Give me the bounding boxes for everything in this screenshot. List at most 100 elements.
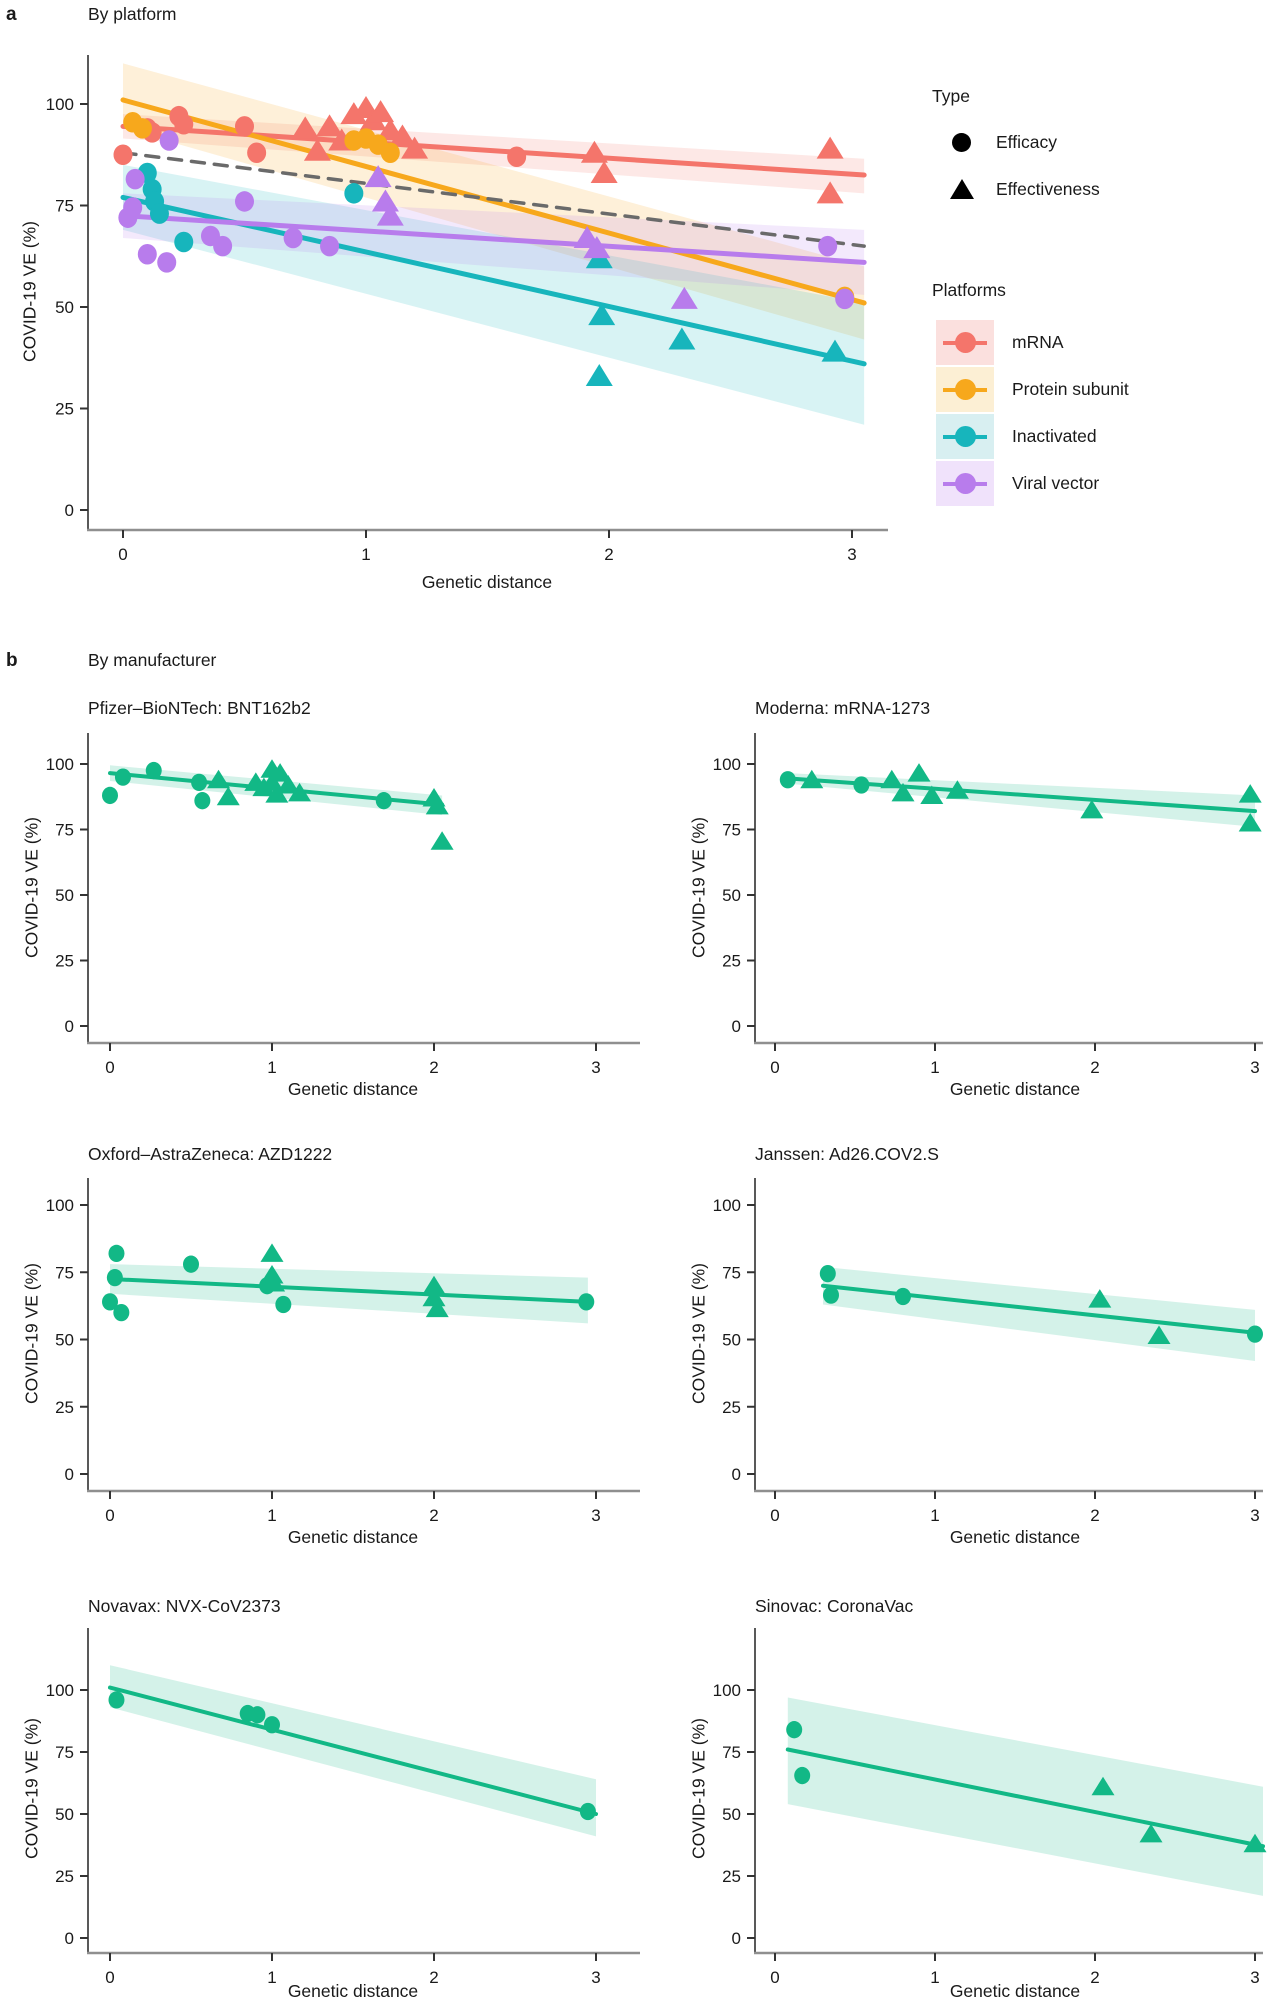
viral-vector-swatch-icon xyxy=(936,461,994,506)
svg-text:50: 50 xyxy=(55,1331,74,1350)
svg-text:100: 100 xyxy=(713,1196,741,1215)
svg-text:100: 100 xyxy=(46,1196,74,1215)
y-axis-title-sinovac: COVID-19 VE (%) xyxy=(688,1718,709,1859)
svg-text:75: 75 xyxy=(55,197,74,216)
svg-text:25: 25 xyxy=(55,952,74,971)
svg-text:0: 0 xyxy=(770,1506,779,1525)
svg-text:100: 100 xyxy=(46,1681,74,1700)
svg-text:1: 1 xyxy=(361,545,370,564)
legend-protein-subunit-label: Protein subunit xyxy=(1012,379,1129,399)
protein-subunit-swatch-icon xyxy=(936,367,994,412)
panel-b-title: By manufacturer xyxy=(88,650,217,670)
svg-text:0: 0 xyxy=(732,1929,741,1948)
efficacy-circle-icon xyxy=(952,133,971,152)
legend-mrna-label: mRNA xyxy=(1012,332,1064,352)
svg-text:2: 2 xyxy=(1090,1968,1099,1987)
svg-text:1: 1 xyxy=(930,1058,939,1077)
legend-inactivated-label: Inactivated xyxy=(1012,426,1097,446)
svg-text:75: 75 xyxy=(722,821,741,840)
svg-text:25: 25 xyxy=(722,1867,741,1886)
subplot-title-astrazeneca: Oxford–AstraZeneca: AZD1222 xyxy=(88,1144,333,1164)
x-axis-title-sinovac: Genetic distance xyxy=(949,1981,1081,2000)
inactivated-swatch-icon xyxy=(936,414,994,459)
svg-text:75: 75 xyxy=(722,1263,741,1282)
x-axis-title-moderna: Genetic distance xyxy=(949,1079,1081,1099)
x-axis-title-novavax: Genetic distance xyxy=(287,1981,419,2000)
svg-text:100: 100 xyxy=(46,755,74,774)
svg-text:100: 100 xyxy=(713,1681,741,1700)
svg-text:2: 2 xyxy=(429,1506,438,1525)
svg-text:0: 0 xyxy=(770,1968,779,1987)
svg-text:3: 3 xyxy=(591,1968,600,1987)
svg-text:2: 2 xyxy=(1090,1506,1099,1525)
legend-viral-vector-label: Viral vector xyxy=(1012,473,1100,493)
svg-text:75: 75 xyxy=(55,1263,74,1282)
svg-text:2: 2 xyxy=(604,545,613,564)
svg-text:3: 3 xyxy=(847,545,856,564)
svg-text:100: 100 xyxy=(713,755,741,774)
svg-text:0: 0 xyxy=(118,545,127,564)
svg-text:50: 50 xyxy=(722,886,741,905)
svg-text:25: 25 xyxy=(55,1867,74,1886)
subplot-title-pfizer: Pfizer–BioNTech: BNT162b2 xyxy=(88,698,311,718)
legend-type-title: Type xyxy=(932,86,970,106)
panel-a-x-axis-title: Genetic distance xyxy=(421,572,553,592)
subplot-title-sinovac: Sinovac: CoronaVac xyxy=(755,1596,914,1616)
svg-text:75: 75 xyxy=(722,1743,741,1762)
svg-text:0: 0 xyxy=(105,1506,114,1525)
svg-text:1: 1 xyxy=(267,1968,276,1987)
svg-text:0: 0 xyxy=(65,1465,74,1484)
svg-text:25: 25 xyxy=(722,952,741,971)
svg-text:50: 50 xyxy=(722,1805,741,1824)
y-axis-title-pfizer: COVID-19 VE (%) xyxy=(21,817,42,958)
svg-text:50: 50 xyxy=(55,886,74,905)
subplot-title-novavax: Novavax: NVX-CoV2373 xyxy=(88,1596,281,1616)
y-axis-title-astrazeneca: COVID-19 VE (%) xyxy=(21,1263,42,1404)
svg-text:3: 3 xyxy=(591,1506,600,1525)
svg-text:0: 0 xyxy=(732,1017,741,1036)
svg-text:0: 0 xyxy=(732,1465,741,1484)
svg-text:25: 25 xyxy=(722,1398,741,1417)
svg-text:50: 50 xyxy=(55,1805,74,1824)
svg-text:25: 25 xyxy=(55,1398,74,1417)
x-axis-title-janssen: Genetic distance xyxy=(949,1527,1081,1547)
svg-text:75: 75 xyxy=(55,1743,74,1762)
y-axis-title-novavax: COVID-19 VE (%) xyxy=(21,1718,42,1859)
svg-text:2: 2 xyxy=(429,1968,438,1987)
svg-text:50: 50 xyxy=(55,298,74,317)
panel-a-y-axis-title: COVID-19 VE (%) xyxy=(19,221,40,362)
svg-text:1: 1 xyxy=(930,1506,939,1525)
subplot-title-janssen: Janssen: Ad26.COV2.S xyxy=(755,1144,939,1164)
svg-text:0: 0 xyxy=(65,1017,74,1036)
x-axis-title-astrazeneca: Genetic distance xyxy=(287,1527,419,1547)
svg-text:0: 0 xyxy=(105,1058,114,1077)
svg-text:1: 1 xyxy=(930,1968,939,1987)
svg-text:0: 0 xyxy=(770,1058,779,1077)
y-axis-title-janssen: COVID-19 VE (%) xyxy=(688,1263,709,1404)
svg-text:25: 25 xyxy=(55,400,74,419)
svg-text:2: 2 xyxy=(1090,1058,1099,1077)
svg-text:3: 3 xyxy=(1250,1058,1259,1077)
mrna-swatch-icon xyxy=(936,320,994,365)
panel-b-label: b xyxy=(6,650,18,671)
svg-text:75: 75 xyxy=(55,821,74,840)
effectiveness-triangle-icon xyxy=(950,179,974,199)
legend-effectiveness-label: Effectiveness xyxy=(996,179,1100,199)
svg-text:3: 3 xyxy=(1250,1506,1259,1525)
legend-platforms-title: Platforms xyxy=(932,280,1006,300)
subplot-title-moderna: Moderna: mRNA-1273 xyxy=(755,698,931,718)
svg-text:0: 0 xyxy=(65,1929,74,1948)
x-axis-title-pfizer: Genetic distance xyxy=(287,1079,419,1099)
svg-text:100: 100 xyxy=(46,95,74,114)
legend-efficacy-label: Efficacy xyxy=(996,132,1057,152)
svg-text:3: 3 xyxy=(591,1058,600,1077)
svg-text:1: 1 xyxy=(267,1058,276,1077)
panel-a-title: By platform xyxy=(88,4,177,24)
svg-text:0: 0 xyxy=(65,501,74,520)
svg-text:3: 3 xyxy=(1250,1968,1259,1987)
svg-text:1: 1 xyxy=(267,1506,276,1525)
y-axis-title-moderna: COVID-19 VE (%) xyxy=(688,817,709,958)
svg-text:2: 2 xyxy=(429,1058,438,1077)
